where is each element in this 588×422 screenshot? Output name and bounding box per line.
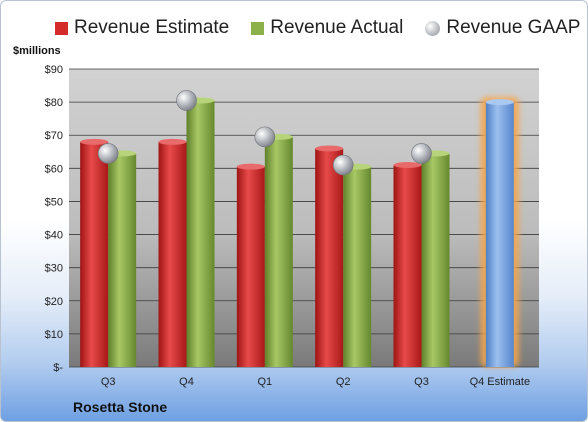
bar-top <box>315 145 344 152</box>
marker-revenue-gaap <box>411 143 432 164</box>
bar-revenue-actual <box>108 153 137 367</box>
y-tick-label: $20 <box>45 296 63 308</box>
y-tick-label: $40 <box>45 230 63 242</box>
y-axis-label: $millions <box>13 45 61 57</box>
x-tick-label: Q4 <box>179 376 194 388</box>
marker-revenue-gaap <box>97 143 119 164</box>
legend: Revenue Estimate Revenue Actual Revenue … <box>55 17 580 39</box>
company-name: Rosetta Stone <box>73 399 168 415</box>
marker-revenue-gaap <box>176 90 197 111</box>
y-tick-label: $30 <box>45 263 63 275</box>
bar-top <box>485 99 514 106</box>
y-tick-label: $- <box>53 362 63 374</box>
x-tick-label: Q4 Estimate <box>470 376 531 388</box>
bar-top <box>236 163 265 170</box>
legend-label-estimate: Revenue Estimate <box>74 17 230 38</box>
bar-revenue-actual <box>264 136 293 367</box>
y-tick-label: $50 <box>45 196 63 208</box>
plot-area <box>69 69 539 367</box>
legend-item-estimate: Revenue Estimate <box>55 17 229 39</box>
bar-top <box>158 138 187 145</box>
x-tick-label: Q1 <box>257 376 272 388</box>
bar-estimate-forecast <box>485 102 514 367</box>
marker-revenue-gaap <box>254 126 276 148</box>
bar-top <box>393 162 422 169</box>
legend-item-actual: Revenue Actual <box>251 17 403 39</box>
legend-swatch-actual <box>251 21 265 35</box>
bar-revenue-estimate <box>315 148 344 367</box>
legend-swatch-gaap <box>425 20 441 36</box>
y-tick-label: $90 <box>45 64 63 76</box>
bar-revenue-estimate <box>236 166 265 367</box>
bar-revenue-estimate <box>393 165 422 367</box>
bar-revenue-actual <box>186 100 215 367</box>
marker-revenue-gaap <box>332 154 354 176</box>
x-tick-label: Q3 <box>414 376 429 388</box>
legend-label-actual: Revenue Actual <box>270 17 404 38</box>
bar-revenue-actual <box>421 153 450 367</box>
bar-revenue-estimate <box>158 141 187 367</box>
legend-item-gaap: Revenue GAAP <box>425 17 580 39</box>
y-tick-label: $80 <box>45 97 63 109</box>
bar-top <box>80 138 109 145</box>
bar-revenue-estimate <box>80 141 109 367</box>
y-tick-label: $70 <box>45 130 63 142</box>
legend-label-gaap: Revenue GAAP <box>446 17 581 38</box>
x-tick-label: Q3 <box>101 376 116 388</box>
y-tick-label: $10 <box>45 329 63 341</box>
y-tick-label: $60 <box>45 163 63 175</box>
legend-swatch-estimate <box>55 21 68 35</box>
bar-revenue-actual <box>343 166 372 367</box>
x-tick-label: Q2 <box>336 376 351 388</box>
